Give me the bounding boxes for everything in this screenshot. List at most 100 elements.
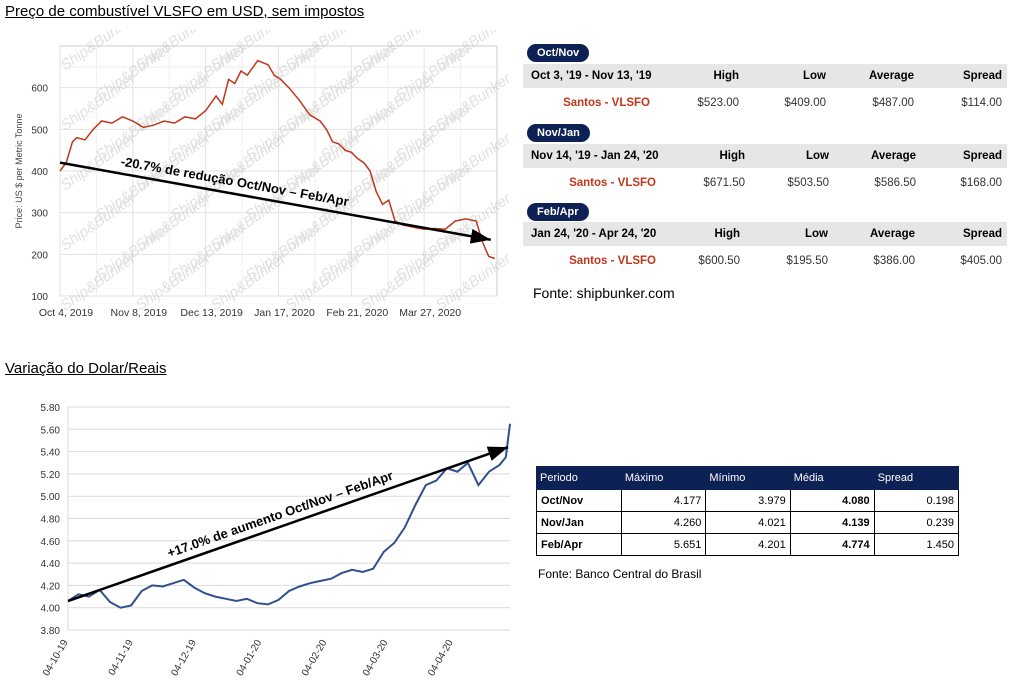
period-pill: Nov/Jan xyxy=(527,124,590,142)
row-label: Santos - VLSFO xyxy=(569,177,656,189)
fuel-price-chart: Ship&BunkerShip&BunkerShip&BunkerShip&Bu… xyxy=(14,30,510,319)
cell-spread: 0.198 xyxy=(873,489,960,512)
value-spread: $405.00 xyxy=(960,255,1002,267)
y-tick-label: 4.60 xyxy=(41,537,61,548)
x-tick-label: 04-12-19 xyxy=(169,638,199,679)
cell-maximo: 5.651 xyxy=(620,533,707,556)
y-tick-label: 5.40 xyxy=(41,448,61,459)
y-tick-label: 5.20 xyxy=(41,470,61,481)
fuel-source: Fonte: shipbunker.com xyxy=(533,285,675,301)
cell-periodo: Oct/Nov xyxy=(536,489,622,512)
row-label: Santos - VLSFO xyxy=(569,255,656,267)
value-spread: $114.00 xyxy=(961,97,1002,109)
row-label: Santos - VLSFO xyxy=(563,97,650,109)
col-spread: Spread xyxy=(963,70,1002,82)
value-average: $586.50 xyxy=(874,177,916,189)
y-tick-label: 500 xyxy=(31,125,48,136)
fuel-price-line xyxy=(59,59,496,260)
y-tick-label: 5.80 xyxy=(41,403,61,414)
x-tick-label: 04-03-20 xyxy=(361,638,391,679)
col-minimo: Mínimo xyxy=(705,466,791,490)
y-tick-label: 4.80 xyxy=(41,515,61,526)
y-tick-label: 3.80 xyxy=(41,626,61,637)
value-low: $503.50 xyxy=(787,177,829,189)
period-pill: Feb/Apr xyxy=(527,203,589,221)
x-tick-label: 04-10-19 xyxy=(41,638,71,679)
col-average: Average xyxy=(870,228,915,240)
period-value-row: Santos - VLSFO $523.00 $409.00 $487.00 $… xyxy=(523,92,1007,114)
fuel-section-title: Preço de combustível VLSFO em USD, sem i… xyxy=(5,3,365,20)
period-range: Jan 24, '20 - Apr 24, '20 xyxy=(531,228,657,240)
period-range: Nov 14, '19 - Jan 24, '20 xyxy=(531,150,659,162)
cell-media: 4.139 xyxy=(789,511,875,534)
col-low: Low xyxy=(806,150,829,162)
period-header-row: Jan 24, '20 - Apr 24, '20 High Low Avera… xyxy=(523,222,1007,246)
y-tick-label: 4.00 xyxy=(41,604,61,615)
value-average: $487.00 xyxy=(872,97,914,109)
col-high: High xyxy=(714,228,740,240)
x-tick-label: 04-11-19 xyxy=(107,638,136,678)
value-average: $386.00 xyxy=(873,255,915,267)
cell-spread: 1.450 xyxy=(873,533,960,556)
x-tick-label: Jan 17, 2020 xyxy=(254,307,315,319)
x-tick-label: 04-01-20 xyxy=(235,638,265,679)
cell-minimo: 3.979 xyxy=(705,489,791,512)
trend-arrow xyxy=(59,161,491,244)
value-spread: $168.00 xyxy=(960,177,1002,189)
col-low: Low xyxy=(805,228,828,240)
table-row: Oct/Nov 4.177 3.979 4.080 0.198 xyxy=(536,489,960,512)
x-tick-label: 04-04-20 xyxy=(426,638,456,679)
period-header-row: Oct 3, '19 - Nov 13, '19 High Low Averag… xyxy=(523,64,1007,88)
x-tick-label: Dec 13, 2019 xyxy=(180,307,243,319)
col-low: Low xyxy=(803,70,826,82)
table-row: Nov/Jan 4.260 4.021 4.139 0.239 xyxy=(536,511,960,534)
cell-periodo: Feb/Apr xyxy=(536,533,622,556)
value-high: $600.50 xyxy=(698,255,740,267)
period-header-row: Nov 14, '19 - Jan 24, '20 High Low Avera… xyxy=(523,144,1007,168)
col-periodo: Periodo xyxy=(536,466,622,490)
x-tick-label: Feb 21, 2020 xyxy=(326,307,388,319)
value-low: $195.50 xyxy=(786,255,828,267)
y-tick-label: 100 xyxy=(31,292,48,303)
value-low: $409.00 xyxy=(784,97,826,109)
y-tick-label: 400 xyxy=(31,167,48,178)
cell-maximo: 4.260 xyxy=(620,511,707,534)
cell-spread: 0.239 xyxy=(873,511,960,534)
trend-annotation: +17.0% de aumento Oct/Nov – Feb/Apr xyxy=(165,468,395,561)
x-tick-label: Nov 8, 2019 xyxy=(111,307,168,319)
value-high: $671.50 xyxy=(703,177,745,189)
period-value-row: Santos - VLSFO $671.50 $503.50 $586.50 $… xyxy=(523,172,1007,194)
period-pill: Oct/Nov xyxy=(527,44,590,62)
col-average: Average xyxy=(871,150,916,162)
cell-maximo: 4.177 xyxy=(620,489,707,512)
cell-media: 4.774 xyxy=(789,533,875,556)
y-tick-label: 4.20 xyxy=(41,581,61,592)
y-tick-label: 300 xyxy=(31,209,48,220)
cell-media: 4.080 xyxy=(789,489,875,512)
cell-minimo: 4.021 xyxy=(705,511,791,534)
x-tick-label: Oct 4, 2019 xyxy=(39,307,93,319)
y-axis-label: Price: US $ per Metric Tonne xyxy=(14,114,24,229)
y-tick-label: 200 xyxy=(31,250,48,261)
dollar-source: Fonte: Banco Central do Brasil xyxy=(538,567,702,581)
cell-minimo: 4.201 xyxy=(705,533,791,556)
col-media: Média xyxy=(789,466,875,490)
cell-periodo: Nov/Jan xyxy=(536,511,622,534)
y-tick-label: 4.40 xyxy=(41,559,61,570)
dollar-section-title: Variação do Dolar/Reais xyxy=(5,360,167,377)
y-tick-label: 600 xyxy=(31,84,48,95)
period-value-row: Santos - VLSFO $600.50 $195.50 $386.00 $… xyxy=(523,250,1007,272)
y-tick-label: 5.60 xyxy=(41,425,61,436)
col-high: High xyxy=(713,70,739,82)
value-high: $523.00 xyxy=(697,97,739,109)
col-maximo: Máximo xyxy=(620,466,707,490)
dollar-stats-table: Periodo Máximo Mínimo Média Spread Oct/N… xyxy=(536,466,960,556)
table-row: Feb/Apr 5.651 4.201 4.774 1.450 xyxy=(536,533,960,556)
period-range: Oct 3, '19 - Nov 13, '19 xyxy=(531,70,652,82)
y-tick-label: 5.00 xyxy=(41,492,61,503)
col-average: Average xyxy=(869,70,914,82)
x-tick-label: 04-02-20 xyxy=(300,638,330,679)
col-spread: Spread xyxy=(963,228,1002,240)
table-header-row: Periodo Máximo Mínimo Média Spread xyxy=(536,466,960,490)
x-tick-label: Mar 27, 2020 xyxy=(399,307,461,319)
